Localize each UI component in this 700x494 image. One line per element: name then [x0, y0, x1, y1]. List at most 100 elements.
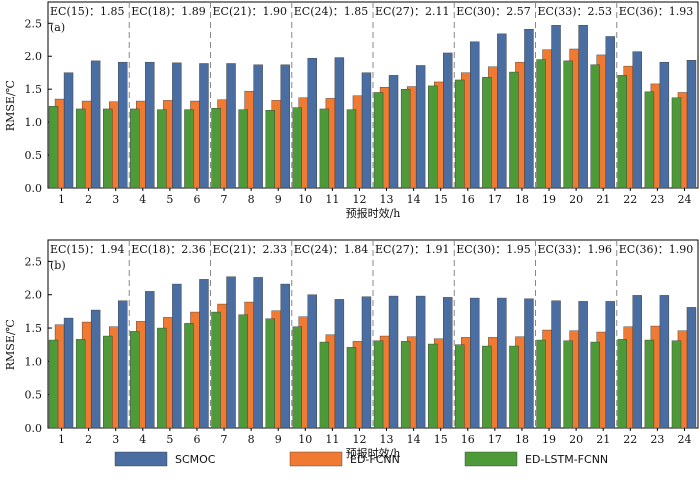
bar-ed-lstm-fcnn-6 [184, 323, 194, 429]
x-tick-label: 24 [677, 433, 691, 446]
x-tick-label: 18 [515, 433, 529, 446]
y-tick-label: 2.5 [25, 17, 43, 30]
x-tick-label: 12 [352, 433, 366, 446]
x-tick-label: 19 [542, 433, 556, 446]
bar-scmoc-18 [524, 298, 534, 429]
bar-scmoc-21 [605, 36, 615, 189]
bar-ed-lstm-fcnn-21 [590, 64, 600, 189]
legend-swatch-ed-lstm-fcnn [464, 451, 518, 467]
bar-scmoc-12 [361, 72, 372, 189]
x-tick-label: 10 [298, 193, 312, 206]
bar-scmoc-11 [334, 299, 345, 429]
x-tick-label: 9 [275, 433, 282, 446]
x-tick-label: 6 [193, 193, 200, 206]
bar-ed-lstm-fcnn-9 [265, 110, 275, 189]
x-tick-label: 3 [112, 193, 119, 206]
bar-scmoc-9 [280, 64, 290, 189]
bar-scmoc-19 [551, 25, 561, 189]
x-tick-label: 16 [461, 193, 475, 206]
bar-ed-lstm-fcnn-2 [75, 339, 86, 429]
bar-ed-lstm-fcnn-4 [130, 331, 140, 429]
y-tick-label: 0.5 [25, 149, 43, 162]
group-label: EC(18)：1.89 [131, 5, 206, 18]
x-tick-label: 4 [139, 433, 146, 446]
x-tick-label: 1 [58, 193, 65, 206]
bar-ed-lstm-fcnn-22 [617, 75, 627, 189]
bar-ed-lstm-fcnn-24 [671, 97, 682, 189]
group-label: EC(24)：1.84 [294, 243, 369, 256]
x-tick-label: 6 [193, 433, 200, 446]
x-tick-label: 24 [677, 193, 691, 206]
y-tick-label: 2.5 [25, 255, 43, 268]
y-axis-label: RMSE/℃ [4, 80, 17, 131]
bar-ed-lstm-fcnn-10 [292, 107, 302, 189]
bar-ed-lstm-fcnn-17 [482, 345, 492, 429]
bar-ed-lstm-fcnn-3 [103, 335, 113, 429]
y-tick-label: 0.0 [25, 422, 43, 435]
bar-scmoc-1 [63, 72, 74, 189]
bar-scmoc-13 [388, 75, 399, 189]
x-axis-label: 预报时效/h [346, 446, 401, 460]
bar-ed-lstm-fcnn-12 [346, 109, 357, 189]
x-tick-label: 20 [569, 193, 583, 206]
x-tick-label: 14 [407, 433, 421, 446]
bar-ed-lstm-fcnn-5 [157, 327, 167, 429]
bar-scmoc-17 [497, 33, 507, 189]
group-label: EC(36)：1.93 [619, 5, 694, 18]
bar-ed-lstm-fcnn-16 [455, 79, 465, 189]
y-tick-label: 0.0 [25, 182, 43, 195]
panel-a: 0.0 0.5 1.0 1.5 2.0 2.5 RMSE/℃ EC(15)：1.85 EC(18… [4, 1, 699, 220]
bar-scmoc-24 [686, 307, 697, 429]
x-tick-label: 22 [623, 433, 637, 446]
bar-ed-lstm-fcnn-7 [211, 108, 221, 189]
legend-label-scmoc: SCMOC [175, 453, 216, 466]
bar-ed-lstm-fcnn-20 [563, 340, 573, 429]
x-tick-label: 18 [515, 193, 529, 206]
bar-ed-lstm-fcnn-16 [455, 344, 465, 429]
x-tick-label: 20 [569, 433, 583, 446]
x-tick-label: 11 [325, 193, 339, 206]
bar-ed-lstm-fcnn-19 [536, 59, 546, 189]
bar-scmoc-20 [578, 301, 588, 429]
group-label: EC(30)：2.57 [456, 5, 531, 18]
bar-scmoc-4 [145, 291, 155, 429]
y-tick-label: 1.5 [25, 83, 43, 96]
bar-scmoc-4 [145, 61, 155, 189]
bar-ed-lstm-fcnn-24 [671, 340, 682, 429]
bar-scmoc-2 [90, 60, 101, 189]
bar-scmoc-3 [118, 300, 128, 429]
bar-ed-lstm-fcnn-22 [617, 339, 627, 429]
bar-ed-lstm-fcnn-1 [48, 339, 59, 429]
bar-ed-lstm-fcnn-6 [184, 109, 194, 189]
x-tick-label: 21 [596, 193, 610, 206]
bar-scmoc-11 [334, 57, 345, 189]
x-tick-label: 14 [407, 193, 421, 206]
bar-scmoc-8 [253, 277, 263, 429]
x-tick-label: 4 [139, 193, 146, 206]
panel-b: 0.0 0.5 1.0 1.5 2.0 2.5 RMSE/℃ EC(15)：1.94 EC(18… [4, 239, 699, 460]
group-label: EC(24)：1.85 [294, 5, 369, 18]
bar-ed-lstm-fcnn-11 [319, 341, 330, 429]
x-axis-label: 预报时效/h [346, 206, 401, 220]
x-tick-label: 13 [380, 193, 394, 206]
bar-scmoc-5 [172, 62, 182, 189]
bar-ed-lstm-fcnn-19 [536, 339, 546, 429]
bar-scmoc-5 [172, 283, 182, 429]
x-tick-label: 17 [488, 433, 502, 446]
bar-scmoc-23 [659, 295, 670, 429]
bar-scmoc-15 [443, 297, 453, 429]
bar-ed-lstm-fcnn-11 [319, 108, 330, 189]
bar-ed-lstm-fcnn-14 [400, 88, 411, 189]
x-tick-label: 15 [434, 433, 448, 446]
bar-ed-lstm-fcnn-20 [563, 60, 573, 189]
x-tick-label: 8 [248, 193, 255, 206]
group-label: EC(21)：2.33 [213, 243, 288, 256]
x-tick-label: 10 [298, 433, 312, 446]
bar-scmoc-22 [632, 51, 642, 189]
bar-ed-lstm-fcnn-13 [373, 92, 384, 189]
bar-scmoc-10 [307, 58, 317, 189]
bar-scmoc-1 [63, 317, 74, 429]
panel-label: (a) [50, 21, 65, 34]
group-label: EC(33)：1.96 [538, 243, 613, 256]
bar-ed-lstm-fcnn-4 [130, 108, 140, 189]
